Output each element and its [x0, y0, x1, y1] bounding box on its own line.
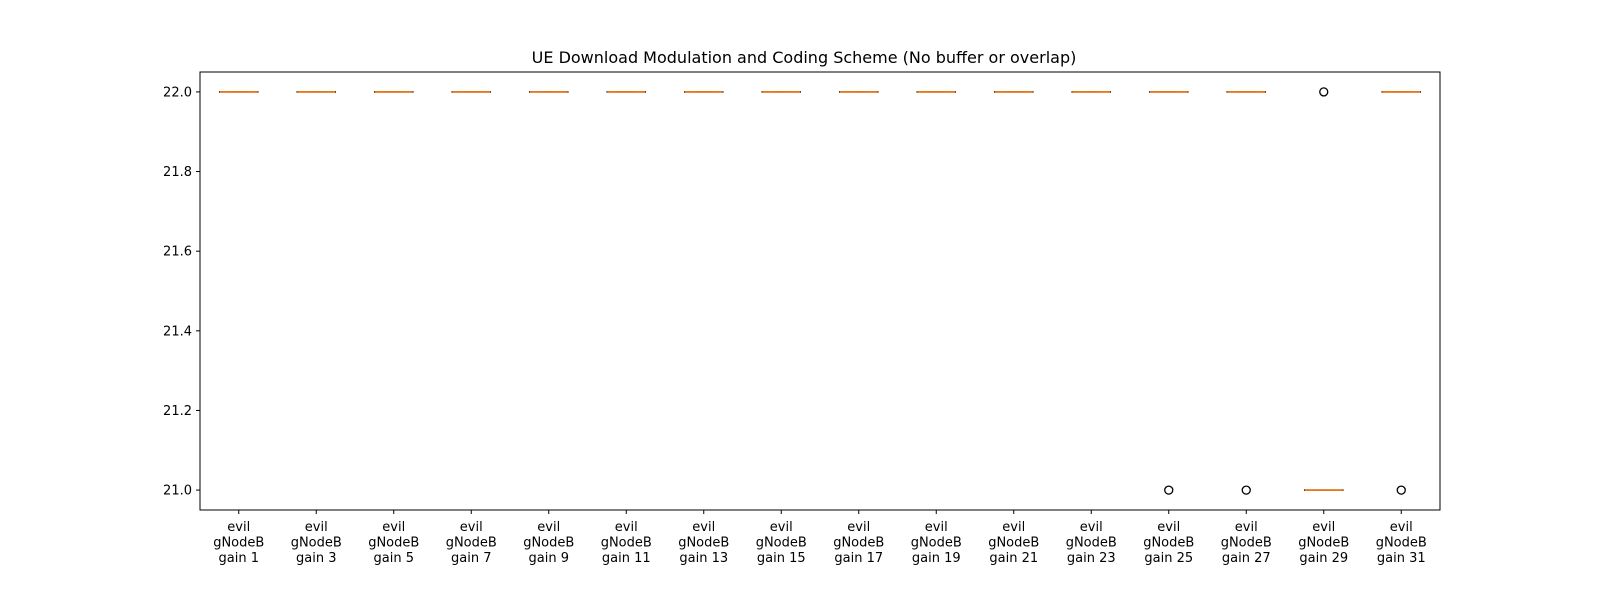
y-tick-label: 21.4	[163, 324, 192, 339]
outlier-point	[1164, 485, 1174, 495]
x-tick-label: gNodeB	[678, 536, 729, 551]
x-tick-label: gNodeB	[1221, 536, 1272, 551]
outlier-point	[1241, 485, 1251, 495]
x-tick-label: gNodeB	[446, 536, 497, 551]
x-tick-label: gain 31	[1377, 551, 1426, 566]
x-tick-label: evil	[770, 520, 793, 535]
x-tick-label: evil	[1235, 520, 1258, 535]
x-tick-label: gNodeB	[833, 536, 884, 551]
x-tick-label: gNodeB	[988, 536, 1039, 551]
x-tick-label: gain 21	[989, 551, 1038, 566]
x-tick-label: evil	[1002, 520, 1025, 535]
x-tick-label: evil	[1080, 520, 1103, 535]
x-tick-label: gain 15	[757, 551, 806, 566]
x-tick-label: gain 19	[912, 551, 961, 566]
y-tick-label: 21.0	[163, 484, 192, 499]
x-tick-label: gNodeB	[601, 536, 652, 551]
x-tick-label: gain 13	[679, 551, 728, 566]
chart-title: UE Download Modulation and Coding Scheme…	[532, 48, 1077, 67]
x-tick-label: gain 27	[1222, 551, 1271, 566]
x-tick-label: gain 1	[219, 551, 259, 566]
x-tick-label: evil	[692, 520, 715, 535]
y-tick-label: 21.2	[163, 404, 192, 419]
outlier-point	[1319, 87, 1329, 97]
x-tick-label: gain 3	[296, 551, 336, 566]
x-tick-label: gNodeB	[523, 536, 574, 551]
x-tick-label: gNodeB	[911, 536, 962, 551]
x-tick-label: evil	[925, 520, 948, 535]
y-tick-label: 21.8	[163, 165, 192, 180]
x-tick-label: gNodeB	[756, 536, 807, 551]
y-tick-label: 21.6	[163, 245, 192, 260]
x-tick-label: gNodeB	[368, 536, 419, 551]
x-tick-label: evil	[382, 520, 405, 535]
x-tick-label: gain 5	[374, 551, 414, 566]
x-tick-label: gNodeB	[1066, 536, 1117, 551]
outlier-point	[1396, 485, 1406, 495]
x-tick-label: evil	[227, 520, 250, 535]
y-tick-label: 22.0	[163, 85, 192, 100]
x-tick-label: gain 11	[602, 551, 651, 566]
x-tick-label: gNodeB	[1376, 536, 1427, 551]
x-tick-label: gain 29	[1299, 551, 1348, 566]
x-tick-label: evil	[1157, 520, 1180, 535]
x-tick-label: gain 17	[834, 551, 883, 566]
x-tick-label: gNodeB	[291, 536, 342, 551]
x-tick-label: gain 9	[529, 551, 569, 566]
x-tick-label: gNodeB	[1143, 536, 1194, 551]
x-tick-label: evil	[1312, 520, 1335, 535]
x-tick-label: evil	[460, 520, 483, 535]
x-tick-label: gain 23	[1067, 551, 1116, 566]
x-tick-label: evil	[537, 520, 560, 535]
axes-frame	[199, 71, 1441, 511]
x-tick-label: evil	[305, 520, 328, 535]
x-tick-label: evil	[847, 520, 870, 535]
x-tick-label: evil	[615, 520, 638, 535]
x-tick-label: evil	[1390, 520, 1413, 535]
x-tick-label: gain 25	[1144, 551, 1193, 566]
x-tick-label: gNodeB	[1298, 536, 1349, 551]
x-tick-label: gNodeB	[213, 536, 264, 551]
x-tick-label: gain 7	[451, 551, 491, 566]
